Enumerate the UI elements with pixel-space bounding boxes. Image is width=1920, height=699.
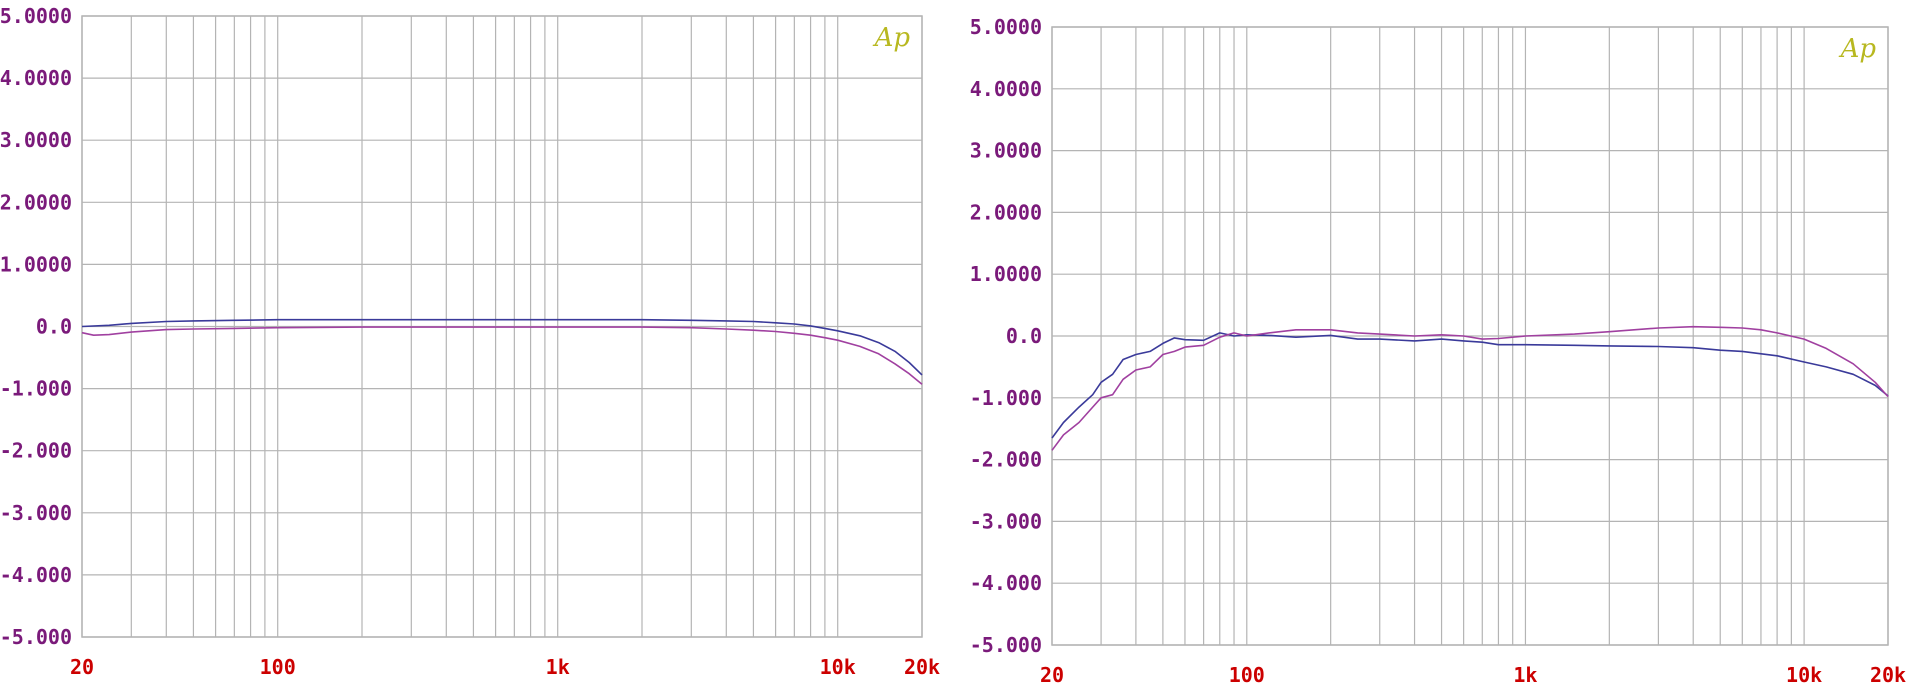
y-tick-label: 3.0000 [970,139,1042,163]
x-tick-label: 20 [70,655,94,679]
y-tick-label: 0.0 [1006,324,1042,348]
series-line-1 [81,318,923,376]
x-tick-label: 1k [1513,663,1537,687]
y-tick-label: 3.0000 [0,128,72,152]
grid [1051,26,1889,646]
y-tick-label: -4.000 [970,571,1042,595]
x-tick-label: 20k [904,655,940,679]
y-tick-label: 1.0000 [970,262,1042,286]
x-tick-label: 10k [1786,663,1822,687]
x-tick-label: 1k [546,655,570,679]
ap-logo: Ap [1839,34,1877,64]
chart-1: 5.0000 4.0000 3.0000 2.0000 1.0000 0.0 -1.000 -… [0,4,940,679]
series-line-2 [1051,325,1889,451]
y-tick-label: -1.000 [970,386,1042,410]
plot-frame [1051,26,1889,646]
y-tick-label: 1.0000 [0,252,72,276]
y-tick-label: -3.000 [0,501,72,525]
y-tick-label: -2.000 [970,448,1042,472]
y-tick-label: -5.000 [0,625,72,649]
series-line-1 [1051,332,1889,439]
ap-logo: Ap [873,23,911,53]
y-tick-label: 4.0000 [970,77,1042,101]
x-tick-label: 100 [1229,663,1265,687]
y-tick-label: 0.0 [36,315,72,339]
y-tick-label: 5.0000 [970,15,1042,39]
y-tick-label: -3.000 [970,509,1042,533]
y-tick-label: 5.0000 [0,4,72,28]
y-tick-label: -5.000 [970,633,1042,657]
y-tick-label: 4.0000 [0,66,72,90]
y-tick-label: 2.0000 [970,200,1042,224]
x-tick-label: 100 [260,655,296,679]
x-tick-label: 10k [820,655,856,679]
chart-2: 5.0000 4.0000 3.0000 2.0000 1.0000 0.0 -1.000 -… [970,15,1906,687]
series-line-2 [81,326,923,385]
y-tick-label: -2.000 [0,439,72,463]
y-tick-label: -1.000 [0,377,72,401]
y-tick-label: -4.000 [0,563,72,587]
x-tick-label: 20k [1870,663,1906,687]
y-tick-label: 2.0000 [0,190,72,214]
x-tick-label: 20 [1040,663,1064,687]
